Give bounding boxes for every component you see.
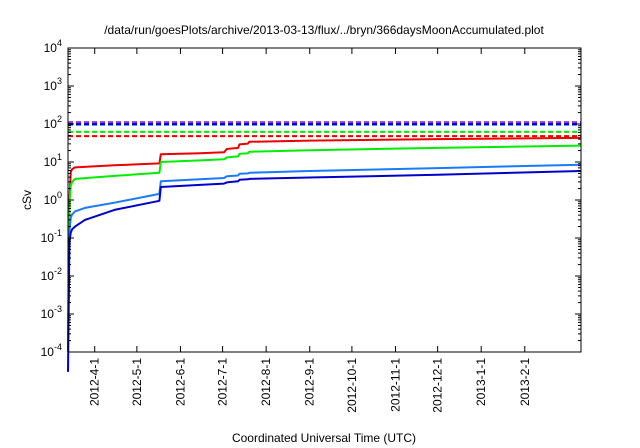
x-tick-label: 2013-2-1 <box>518 358 532 406</box>
series-line <box>67 144 582 350</box>
y-tick-label: 102 <box>44 114 62 131</box>
x-tick-label: 2012-8-1 <box>259 358 273 406</box>
x-axis-label: Coordinated Universal Time (UTC) <box>232 431 416 445</box>
y-tick-label: 100 <box>44 190 62 207</box>
y-tick-label: 10-3 <box>41 304 62 321</box>
series-line <box>67 170 582 372</box>
series-line <box>67 163 582 353</box>
y-tick-label: 104 <box>44 38 62 55</box>
x-tick-label: 2012-12-1 <box>431 358 445 413</box>
series-layer <box>67 121 582 372</box>
series-line <box>67 136 582 346</box>
x-tick-label: 2012-4-1 <box>88 358 102 406</box>
x-tick-label: 2012-6-1 <box>173 358 187 406</box>
y-tick-label: 101 <box>44 152 62 169</box>
y-tick-label: 103 <box>44 76 62 93</box>
x-tick-label: 2012-10-1 <box>345 358 359 413</box>
x-tick-label: 2012-7-1 <box>216 358 230 406</box>
chart-title: /data/run/goesPlots/archive/2013-03-13/f… <box>104 23 544 37</box>
x-axis: 2012-4-1 2012-5-1 2012-6-1 2012-7-1 2012-8-1… <box>88 48 532 413</box>
x-tick-label: 2012-11-1 <box>388 358 402 412</box>
y-axis: 10-4 10-3 10-2 10-1 100 101 102 103 104 <box>41 38 581 359</box>
plot-frame <box>67 47 582 353</box>
y-tick-label: 10-2 <box>41 266 62 283</box>
x-tick-label: 2012-5-1 <box>130 358 144 406</box>
x-tick-label: 2013-1-1 <box>474 358 488 406</box>
x-tick-label: 2012-9-1 <box>303 358 317 406</box>
y-axis-label: cSv <box>20 190 34 210</box>
y-tick-label: 10-1 <box>41 228 62 245</box>
y-tick-label: 10-4 <box>41 342 62 359</box>
